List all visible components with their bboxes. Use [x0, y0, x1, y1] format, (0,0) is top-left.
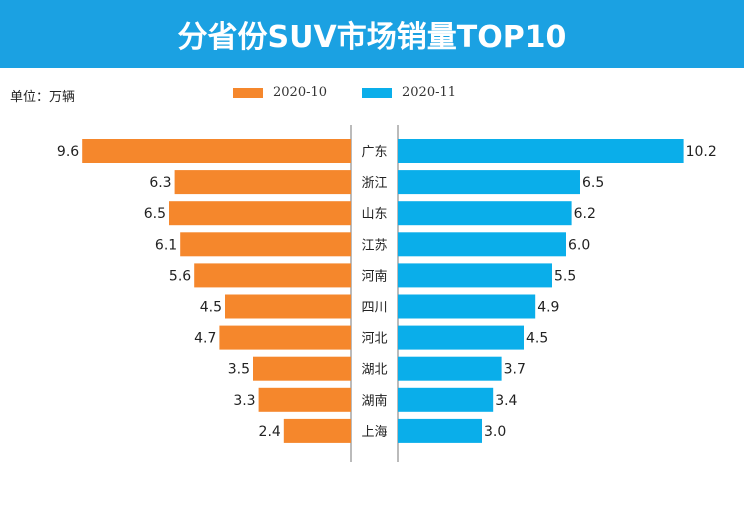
legend: 2020-10 2020-11 — [0, 85, 744, 103]
value-label-2020-10-6: 4.7 — [194, 331, 216, 347]
category-label-1: 浙江 — [361, 176, 387, 191]
legend-swatch-2020-11 — [362, 87, 392, 98]
value-label-2020-11-9: 3.0 — [484, 424, 506, 440]
bar-2020-10-2 — [169, 201, 351, 226]
value-label-2020-10-7: 3.5 — [228, 362, 250, 378]
legend-swatch-2020-10 — [233, 87, 263, 98]
category-label-4: 河南 — [361, 268, 387, 284]
bar-2020-10-3 — [180, 232, 351, 257]
bar-2020-10-1 — [174, 170, 351, 195]
bar-2020-10-0 — [82, 139, 351, 163]
category-label-9: 上海 — [361, 425, 387, 440]
category-label-8: 湖南 — [361, 393, 387, 409]
value-label-2020-10-3: 6.1 — [155, 237, 177, 253]
bar-2020-11-6 — [398, 325, 524, 350]
value-label-2020-10-1: 6.3 — [149, 175, 171, 191]
category-label-2: 山东 — [361, 207, 387, 222]
title-banner: 分省份SUV市场销量TOP10 — [0, 0, 744, 68]
chart-title: 分省份SUV市场销量TOP10 — [177, 20, 567, 55]
value-label-2020-10-8: 3.3 — [233, 393, 255, 409]
bar-2020-11-2 — [398, 201, 572, 226]
bar-2020-11-7 — [398, 356, 502, 381]
legend-label-2020-10: 2020-10 — [273, 85, 328, 100]
value-label-2020-11-4: 5.5 — [554, 268, 576, 284]
bar-2020-10-4 — [194, 263, 351, 288]
value-label-2020-11-0: 10.2 — [686, 144, 717, 160]
value-label-2020-10-0: 9.6 — [57, 144, 79, 160]
bar-2020-10-5 — [225, 294, 351, 319]
value-label-2020-10-4: 5.6 — [169, 268, 191, 284]
value-label-2020-11-7: 3.7 — [504, 362, 526, 378]
bar-2020-11-0 — [398, 139, 684, 163]
bar-2020-10-7 — [253, 356, 351, 381]
value-label-2020-10-2: 6.5 — [144, 206, 166, 222]
category-label-5: 四川 — [361, 301, 387, 316]
bar-2020-11-8 — [398, 387, 494, 412]
bar-2020-10-9 — [283, 418, 351, 443]
bar-2020-11-5 — [398, 294, 536, 319]
value-label-2020-11-1: 6.5 — [582, 175, 604, 191]
category-label-3: 江苏 — [361, 237, 387, 253]
bar-2020-10-6 — [219, 325, 351, 350]
bar-2020-11-1 — [398, 170, 580, 195]
category-label-0: 广东 — [361, 145, 387, 160]
value-label-2020-11-8: 3.4 — [495, 393, 517, 409]
bar-2020-11-3 — [398, 232, 566, 257]
unit-label: 单位：万辆 — [10, 90, 76, 105]
value-label-2020-11-2: 6.2 — [574, 206, 596, 222]
category-label-7: 湖北 — [361, 363, 387, 378]
value-label-2020-11-6: 4.5 — [526, 331, 548, 347]
bar-2020-11-4 — [398, 263, 552, 288]
bar-2020-10-8 — [258, 387, 351, 412]
legend-label-2020-11: 2020-11 — [402, 85, 457, 100]
value-label-2020-11-5: 4.9 — [537, 300, 559, 316]
bar-2020-11-9 — [398, 418, 482, 443]
category-label-6: 河北 — [361, 332, 387, 347]
legend-item-2020-11: 2020-11 — [362, 85, 456, 100]
value-label-2020-10-9: 2.4 — [259, 424, 281, 440]
legend-item-2020-10: 2020-10 — [233, 85, 327, 100]
value-label-2020-10-5: 4.5 — [200, 300, 222, 316]
value-label-2020-11-3: 6.0 — [568, 237, 590, 253]
